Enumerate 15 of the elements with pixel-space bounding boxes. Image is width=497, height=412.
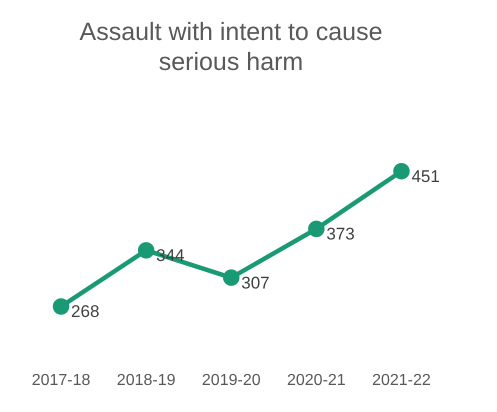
x-tick-label: 2021-22 — [372, 372, 431, 389]
data-label: 373 — [326, 224, 355, 244]
point — [393, 162, 410, 180]
point — [308, 220, 325, 238]
point — [223, 269, 240, 286]
x-tick-label: 2020-21 — [286, 372, 346, 389]
point — [52, 298, 70, 315]
x-tick-label: 2017-18 — [32, 372, 91, 389]
point — [138, 242, 154, 259]
data-label: 307 — [241, 273, 270, 292]
chart-title: Assault with intent to cause serious harm — [80, 18, 382, 76]
data-label: 451 — [411, 166, 440, 186]
x-tick-label: 2018-19 — [116, 372, 176, 389]
data-label: 268 — [71, 302, 100, 322]
x-tick-label: 2019-20 — [202, 372, 261, 389]
